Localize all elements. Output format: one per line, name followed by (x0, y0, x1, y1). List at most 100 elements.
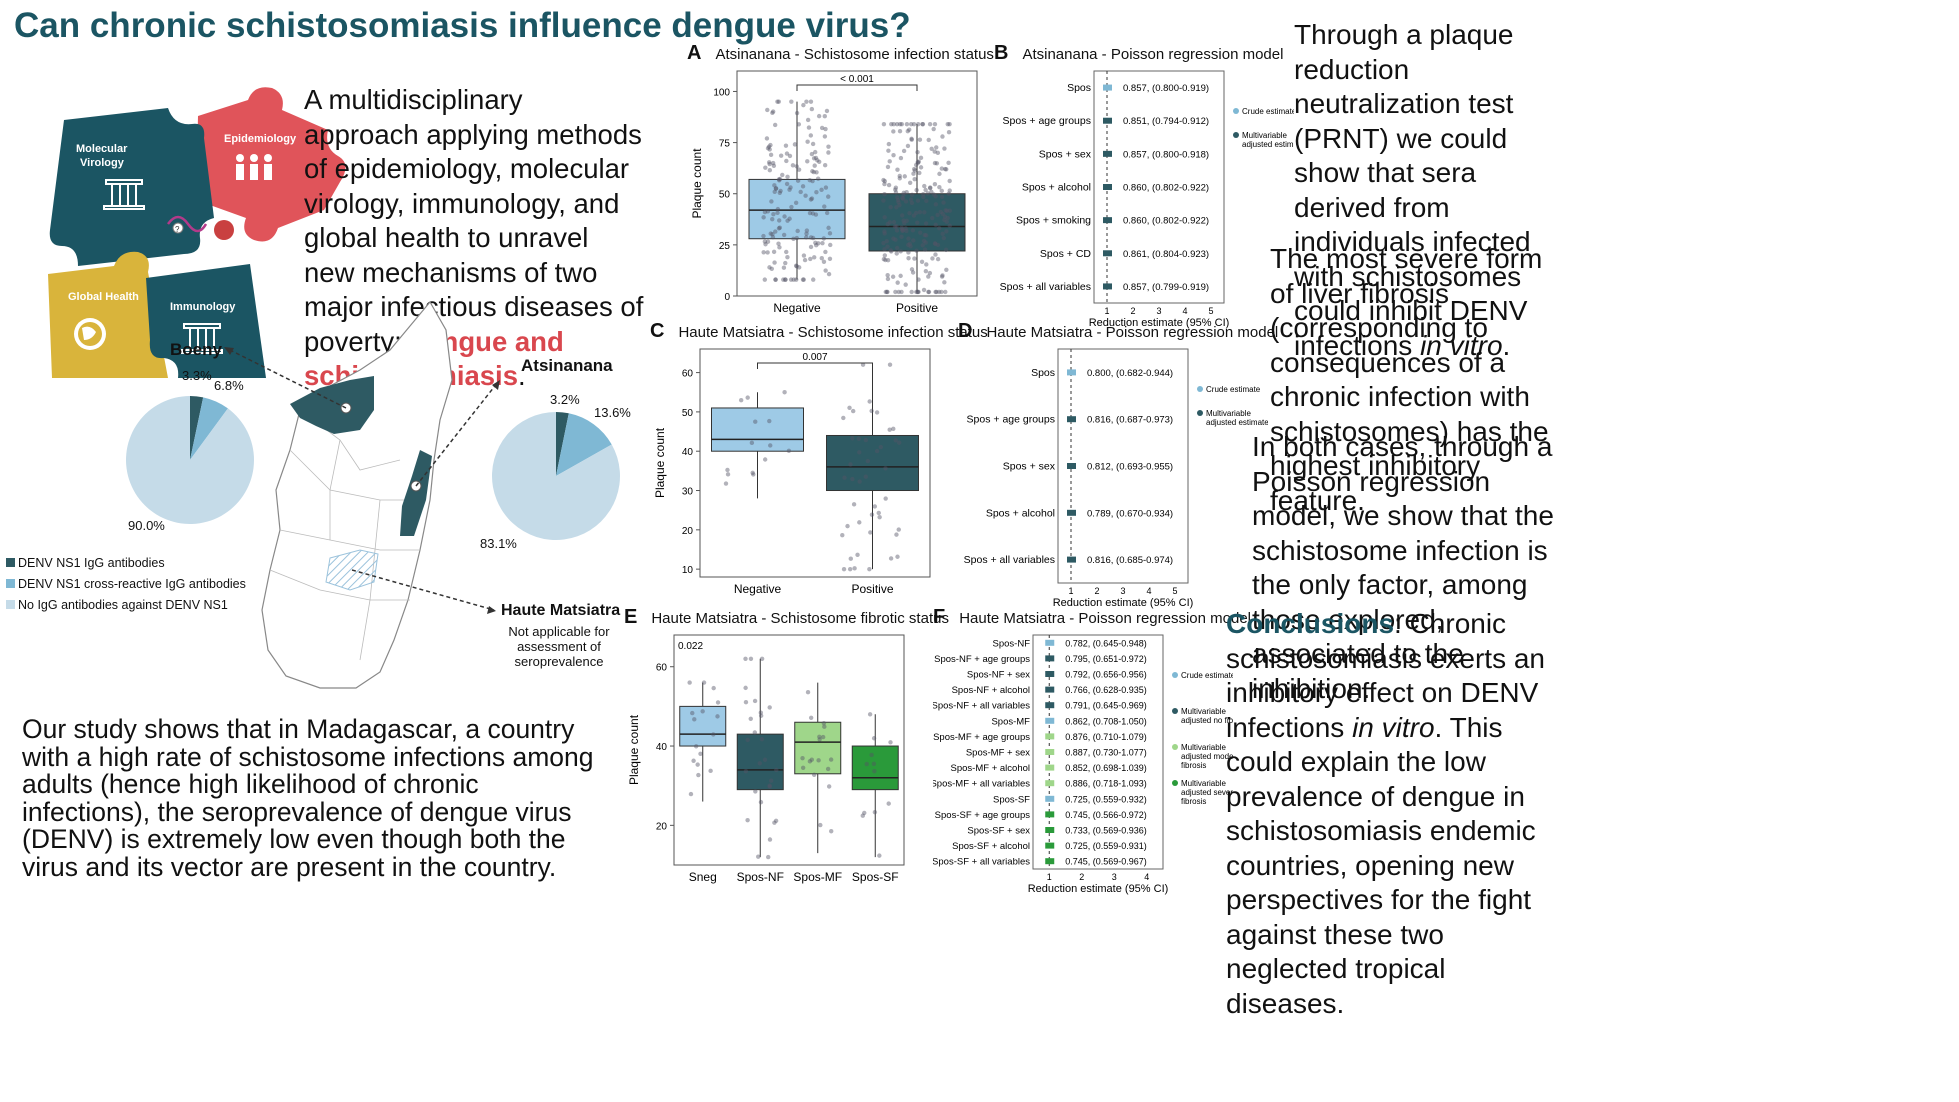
data-point (911, 213, 917, 218)
estimate-value: 0.860, (0.802-0.922) (1123, 216, 1209, 227)
estimate-marker (1045, 717, 1055, 724)
estimate-value: 0.745, (0.566-0.972) (1065, 810, 1147, 820)
data-point (770, 231, 775, 237)
data-point (783, 277, 788, 282)
data-point (743, 699, 749, 705)
data-point (947, 178, 952, 184)
data-point (777, 225, 782, 230)
data-point (930, 256, 935, 261)
data-point (814, 243, 819, 248)
panel-e: E Haute Matsiatra - Schistosome fibrotic … (624, 606, 949, 899)
data-point (897, 176, 902, 181)
data-point (886, 182, 892, 188)
data-point (942, 217, 947, 223)
data-point (750, 470, 755, 475)
data-point (768, 152, 774, 158)
legend-text: adjusted estimate (1206, 418, 1268, 427)
data-point (920, 243, 925, 248)
intro-text: A multidisciplinary approach applying me… (304, 84, 644, 357)
estimate-marker (1103, 250, 1112, 257)
data-point (822, 163, 828, 168)
data-point (761, 233, 766, 239)
model-row-label: Spos-SF + all variables (933, 857, 1030, 868)
estimate-marker (1103, 283, 1112, 290)
data-point (910, 270, 916, 275)
data-point (944, 208, 950, 214)
data-point (944, 167, 949, 172)
estimate-value: 0.857, (0.800-0.919) (1123, 83, 1209, 94)
y-tick-label: 25 (719, 241, 731, 252)
data-point (924, 262, 929, 267)
data-point (787, 153, 793, 159)
box (679, 705, 727, 747)
data-point (882, 181, 887, 187)
panel-title: Atsinanana - Schistosome infection statu… (715, 46, 994, 63)
p-value: 0.007 (802, 352, 827, 363)
data-point (821, 236, 827, 241)
data-point (752, 730, 758, 735)
data-point (815, 176, 821, 181)
data-point (939, 166, 945, 171)
box (794, 721, 842, 775)
data-point (897, 202, 902, 208)
data-point (889, 249, 894, 254)
estimate-marker (1067, 463, 1076, 469)
data-point (908, 244, 913, 249)
x-tick-label: 4 (1146, 586, 1151, 596)
legend-dot (1233, 108, 1239, 114)
data-point (767, 837, 773, 842)
data-point (700, 709, 705, 714)
data-point (943, 208, 948, 213)
data-point (776, 99, 781, 104)
estimate-marker (1045, 702, 1055, 709)
data-point (917, 137, 923, 142)
data-point (813, 212, 819, 217)
data-point (756, 854, 761, 859)
data-point (947, 188, 952, 193)
legend-dot (1233, 132, 1239, 138)
data-point (903, 199, 909, 204)
data-point (914, 289, 919, 295)
data-point (768, 142, 773, 148)
data-point (851, 408, 856, 414)
estimate-value: 0.812, (0.693-0.955) (1087, 462, 1173, 473)
boeny-label: Boeny (170, 340, 222, 359)
legend-swatch-light (6, 600, 15, 609)
pie-slice (190, 397, 228, 460)
data-point (916, 289, 921, 295)
data-point (801, 253, 807, 258)
data-point (765, 107, 770, 113)
data-point (715, 700, 721, 705)
data-point (940, 273, 945, 278)
data-point (827, 256, 833, 261)
data-point (768, 231, 773, 236)
data-point (871, 761, 877, 767)
data-point (812, 163, 817, 168)
x-category-label: Spos-SF (852, 870, 899, 884)
x-tick-label: 3 (1112, 872, 1117, 882)
legend-item: No IgG antibodies against DENV NS1 (6, 595, 246, 616)
data-point (687, 680, 692, 685)
box (711, 407, 804, 452)
data-point (738, 397, 744, 403)
data-point (758, 799, 764, 805)
data-point (927, 121, 933, 127)
data-point (789, 99, 794, 104)
y-tick-label: 50 (719, 190, 731, 201)
data-point (817, 737, 822, 742)
estimate-marker (1045, 811, 1055, 818)
data-point (693, 744, 699, 749)
data-point (894, 205, 899, 210)
data-point (897, 129, 903, 134)
data-point (904, 218, 909, 223)
data-point (878, 444, 884, 450)
data-point (850, 476, 855, 482)
data-point (886, 141, 892, 147)
data-point (810, 235, 816, 241)
data-point (915, 198, 921, 203)
data-point (785, 218, 790, 223)
x-tick-label: 2 (1094, 586, 1099, 596)
estimate-value: 0.861, (0.804-0.923) (1123, 249, 1209, 260)
x-category-label: Positive (896, 301, 938, 315)
model-row-label: Spos + alcohol (986, 507, 1055, 519)
